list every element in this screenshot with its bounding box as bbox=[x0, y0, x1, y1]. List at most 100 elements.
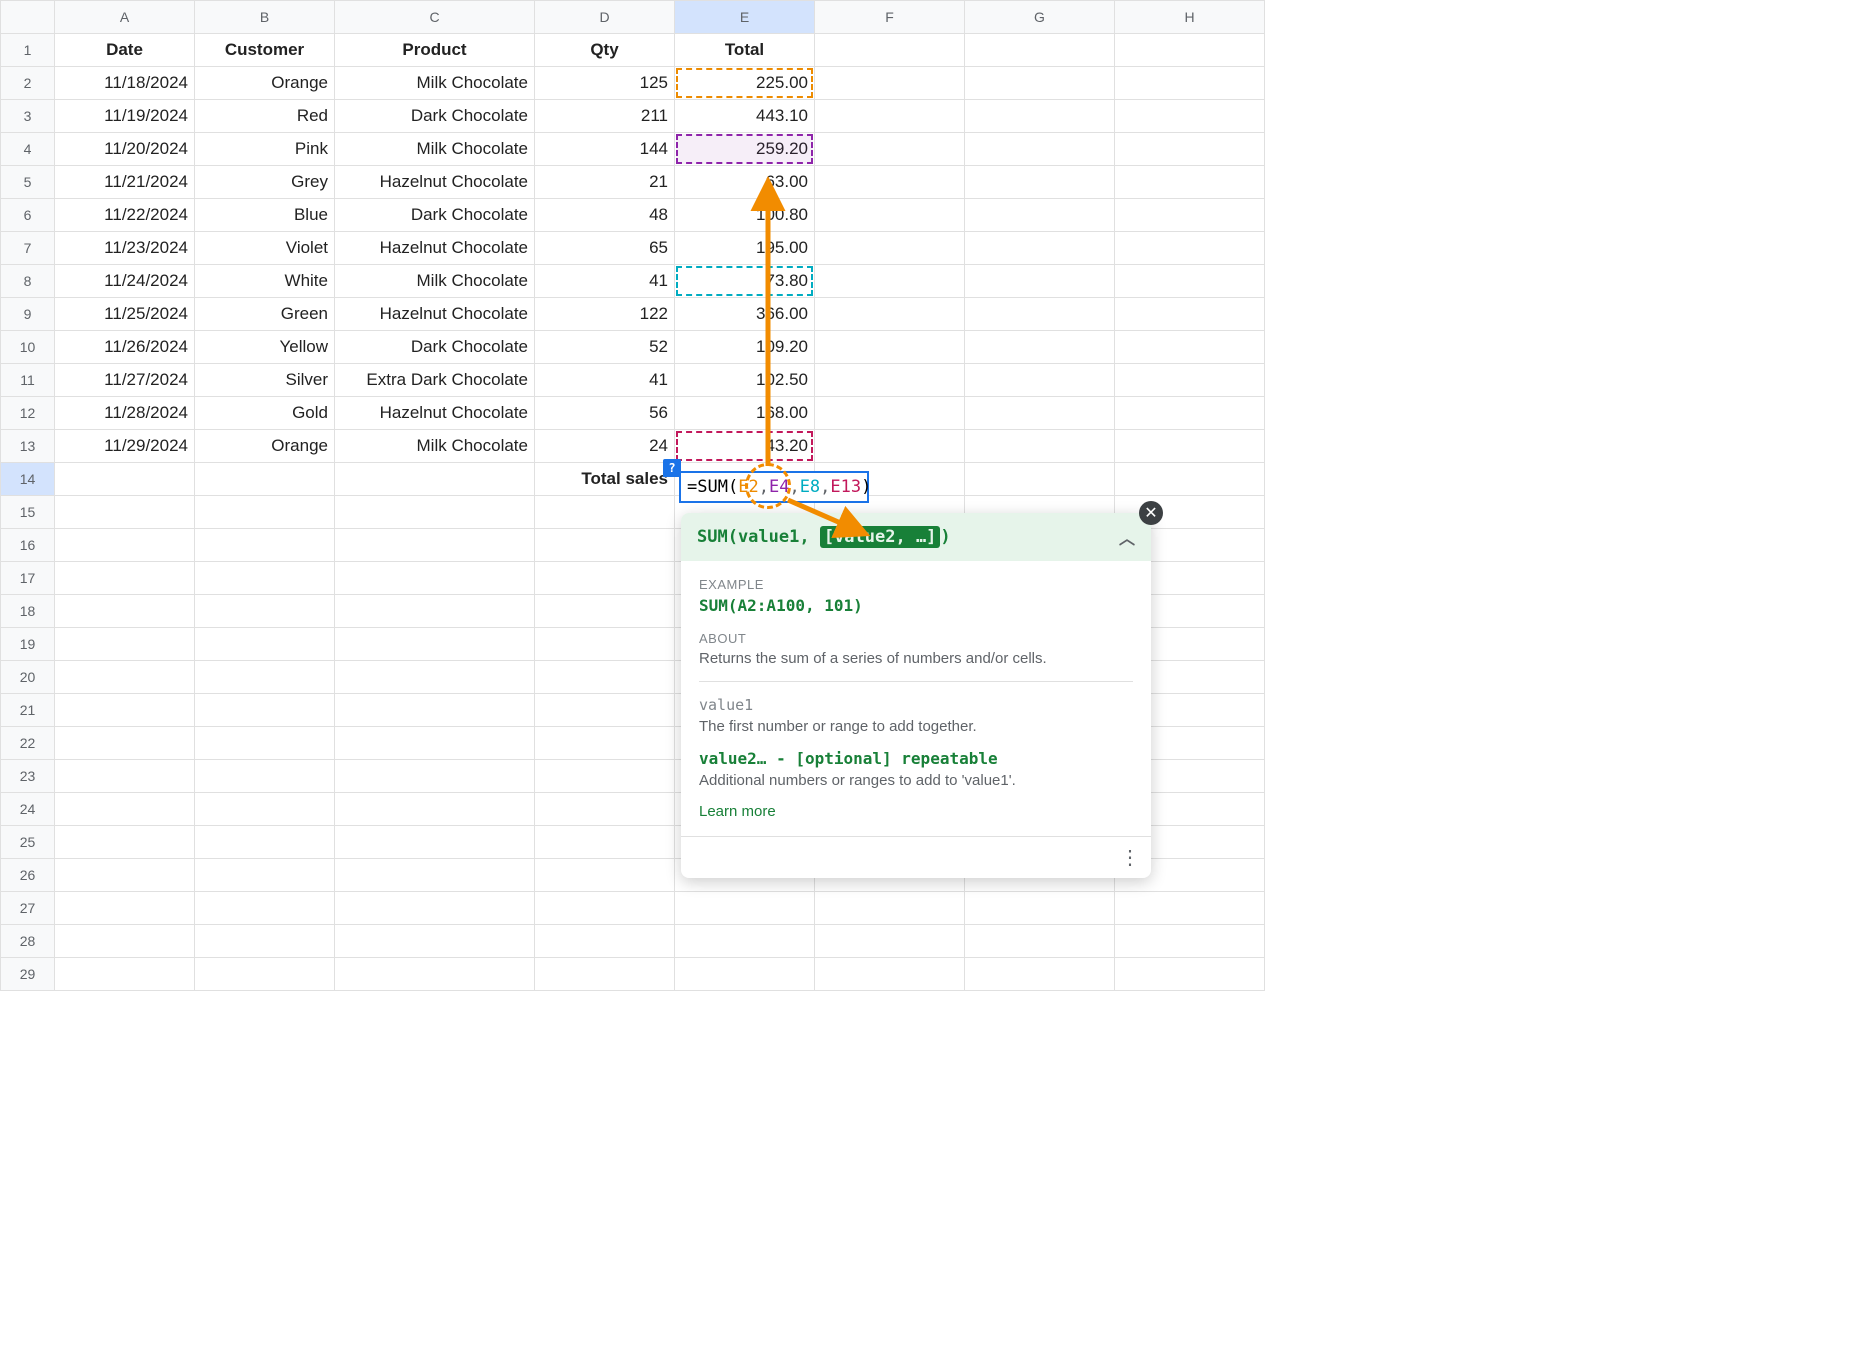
cell[interactable] bbox=[535, 958, 675, 991]
cell[interactable]: 21 bbox=[535, 166, 675, 199]
cell[interactable] bbox=[535, 826, 675, 859]
col-header-E[interactable]: E bbox=[675, 1, 815, 34]
cell[interactable]: Grey bbox=[195, 166, 335, 199]
cell[interactable] bbox=[965, 232, 1115, 265]
cell[interactable] bbox=[1115, 463, 1265, 496]
cell[interactable] bbox=[55, 826, 195, 859]
cell[interactable] bbox=[1115, 430, 1265, 463]
cell[interactable] bbox=[965, 133, 1115, 166]
cell[interactable] bbox=[335, 793, 535, 826]
cell[interactable] bbox=[535, 727, 675, 760]
cell[interactable]: Milk Chocolate bbox=[335, 67, 535, 100]
cell[interactable] bbox=[195, 529, 335, 562]
cell[interactable] bbox=[815, 892, 965, 925]
row-header[interactable]: 20 bbox=[1, 661, 55, 694]
cell[interactable] bbox=[1115, 958, 1265, 991]
cell[interactable]: 48 bbox=[535, 199, 675, 232]
cell[interactable] bbox=[55, 463, 195, 496]
cell[interactable] bbox=[535, 661, 675, 694]
row-header[interactable]: 24 bbox=[1, 793, 55, 826]
cell[interactable] bbox=[55, 529, 195, 562]
cell[interactable]: Customer bbox=[195, 34, 335, 67]
row-header[interactable]: 19 bbox=[1, 628, 55, 661]
cell[interactable]: 65 bbox=[535, 232, 675, 265]
cell[interactable] bbox=[965, 34, 1115, 67]
cell[interactable]: 168.00 bbox=[675, 397, 815, 430]
cell[interactable] bbox=[335, 892, 535, 925]
cell[interactable]: 443.10 bbox=[675, 100, 815, 133]
row-header[interactable]: 25 bbox=[1, 826, 55, 859]
cell[interactable] bbox=[965, 892, 1115, 925]
cell[interactable] bbox=[815, 331, 965, 364]
cell[interactable] bbox=[535, 760, 675, 793]
cell[interactable]: 195.00 bbox=[675, 232, 815, 265]
cell[interactable]: Silver bbox=[195, 364, 335, 397]
cell[interactable] bbox=[815, 958, 965, 991]
cell[interactable] bbox=[55, 892, 195, 925]
cell[interactable] bbox=[335, 628, 535, 661]
cell[interactable] bbox=[195, 793, 335, 826]
row-header[interactable]: 23 bbox=[1, 760, 55, 793]
cell[interactable]: White bbox=[195, 265, 335, 298]
cell[interactable] bbox=[815, 430, 965, 463]
cell[interactable] bbox=[55, 595, 195, 628]
cell[interactable] bbox=[675, 892, 815, 925]
cell[interactable] bbox=[965, 199, 1115, 232]
cell[interactable] bbox=[55, 694, 195, 727]
cell[interactable]: Dark Chocolate bbox=[335, 199, 535, 232]
row-header[interactable]: 17 bbox=[1, 562, 55, 595]
cell[interactable]: Milk Chocolate bbox=[335, 430, 535, 463]
cell[interactable]: Hazelnut Chocolate bbox=[335, 298, 535, 331]
row-header[interactable]: 6 bbox=[1, 199, 55, 232]
cell[interactable]: Orange bbox=[195, 430, 335, 463]
cell[interactable] bbox=[195, 661, 335, 694]
cell[interactable]: Hazelnut Chocolate bbox=[335, 166, 535, 199]
row-header[interactable]: 15 bbox=[1, 496, 55, 529]
cell-E2-highlight[interactable]: 225.00 bbox=[675, 67, 815, 100]
select-all-corner[interactable] bbox=[1, 1, 55, 34]
cell[interactable] bbox=[965, 958, 1115, 991]
cell[interactable] bbox=[815, 34, 965, 67]
cell[interactable] bbox=[195, 463, 335, 496]
cell[interactable]: 11/27/2024 bbox=[55, 364, 195, 397]
cell[interactable] bbox=[335, 727, 535, 760]
cell[interactable] bbox=[55, 661, 195, 694]
chevron-up-icon[interactable]: ︿ bbox=[1119, 525, 1135, 549]
row-header[interactable]: 4 bbox=[1, 133, 55, 166]
cell[interactable] bbox=[195, 562, 335, 595]
cell[interactable]: Blue bbox=[195, 199, 335, 232]
row-header[interactable]: 5 bbox=[1, 166, 55, 199]
row-header[interactable]: 22 bbox=[1, 727, 55, 760]
cell[interactable] bbox=[195, 694, 335, 727]
row-header[interactable]: 14 bbox=[1, 463, 55, 496]
cell[interactable]: 11/25/2024 bbox=[55, 298, 195, 331]
cell[interactable] bbox=[1115, 67, 1265, 100]
cell[interactable]: 366.00 bbox=[675, 298, 815, 331]
cell[interactable]: 11/24/2024 bbox=[55, 265, 195, 298]
row-header[interactable]: 18 bbox=[1, 595, 55, 628]
cell[interactable] bbox=[335, 859, 535, 892]
row-header[interactable]: 12 bbox=[1, 397, 55, 430]
cell[interactable]: Pink bbox=[195, 133, 335, 166]
cell[interactable]: 109.20 bbox=[675, 331, 815, 364]
cell[interactable] bbox=[965, 100, 1115, 133]
cell[interactable] bbox=[1115, 133, 1265, 166]
cell[interactable] bbox=[335, 496, 535, 529]
row-header[interactable]: 21 bbox=[1, 694, 55, 727]
cell[interactable] bbox=[815, 67, 965, 100]
cell-E8-highlight[interactable]: 73.80 bbox=[675, 265, 815, 298]
cell[interactable] bbox=[55, 793, 195, 826]
cell[interactable] bbox=[195, 958, 335, 991]
cell[interactable] bbox=[535, 892, 675, 925]
cell[interactable] bbox=[335, 826, 535, 859]
cell[interactable] bbox=[815, 364, 965, 397]
cell[interactable]: Milk Chocolate bbox=[335, 265, 535, 298]
row-header[interactable]: 3 bbox=[1, 100, 55, 133]
cell[interactable]: Yellow bbox=[195, 331, 335, 364]
cell[interactable] bbox=[965, 430, 1115, 463]
row-header[interactable]: 7 bbox=[1, 232, 55, 265]
cell[interactable]: 11/21/2024 bbox=[55, 166, 195, 199]
cell[interactable] bbox=[815, 166, 965, 199]
cell[interactable] bbox=[815, 199, 965, 232]
col-header-C[interactable]: C bbox=[335, 1, 535, 34]
